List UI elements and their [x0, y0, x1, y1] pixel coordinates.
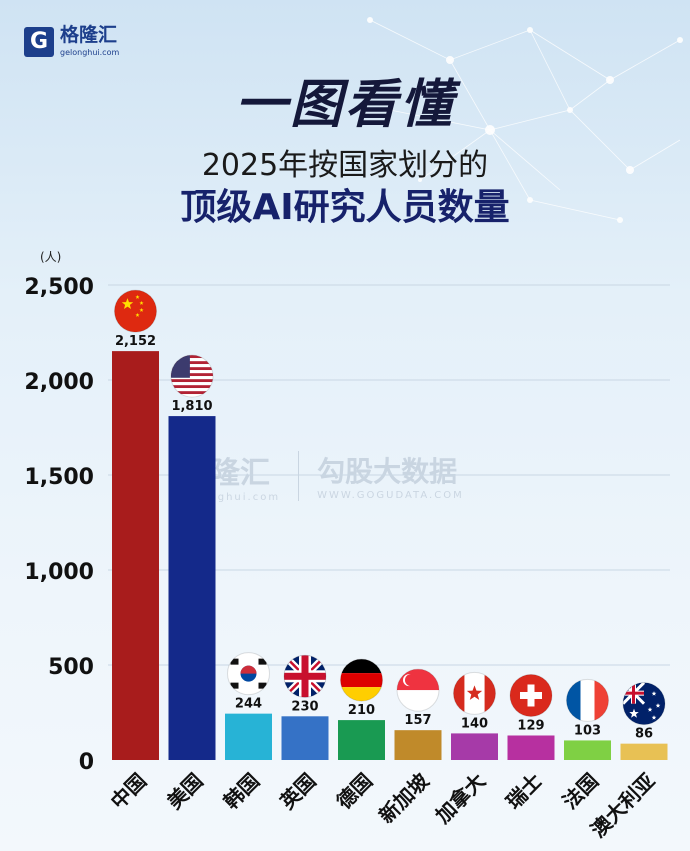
- usa-flag-icon: [170, 354, 214, 398]
- value-label: 157: [404, 713, 431, 728]
- y-tick-label: 0: [79, 750, 94, 775]
- watermark-right-url: WWW.GOGUDATA.COM: [317, 490, 464, 501]
- singapore-flag-icon: [396, 668, 440, 712]
- value-label: 86: [635, 727, 653, 742]
- value-label: 210: [348, 703, 375, 718]
- brand-mark-icon: G: [24, 26, 54, 57]
- value-label: 1,810: [171, 399, 212, 414]
- bar: [225, 713, 272, 760]
- y-tick-label: 2,000: [24, 370, 94, 395]
- bar: [168, 416, 216, 760]
- watermark-right: 勾股大数据: [317, 455, 458, 488]
- y-tick-label: 1,500: [24, 465, 94, 490]
- uk-flag-icon: [283, 654, 327, 698]
- category-label: 韩国: [219, 769, 264, 814]
- bar: [620, 743, 668, 760]
- canada-flag-icon: [453, 671, 496, 715]
- switzerland-flag-icon: [509, 673, 553, 717]
- watermark: 格隆汇 gelonghui.com 勾股大数据 WWW.GOGUDATA.COM: [180, 448, 464, 503]
- y-unit-label: (人): [40, 250, 62, 264]
- category-label: 新加坡: [374, 768, 434, 828]
- korea-flag-icon: [227, 652, 270, 696]
- page-title: 一图看懂: [234, 75, 455, 135]
- subtitle-line2: 顶级AI研究人员数量: [180, 187, 510, 228]
- category-label: 英国: [275, 769, 320, 814]
- france-flag-icon: [566, 678, 609, 722]
- network-background: [367, 17, 683, 223]
- category-label: 法国: [558, 769, 603, 814]
- value-label: 244: [235, 697, 262, 712]
- value-label: 230: [291, 699, 318, 714]
- watermark-left-url: gelonghui.com: [180, 492, 281, 503]
- china-flag-icon: [114, 289, 157, 333]
- y-tick-label: 2,500: [24, 275, 94, 300]
- brand-url: gelonghui.com: [60, 48, 120, 57]
- bar: [281, 716, 329, 760]
- category-label: 瑞士: [501, 769, 546, 814]
- category-label: 中国: [106, 769, 151, 814]
- brand-name: 格隆汇: [60, 24, 118, 46]
- value-label: 140: [461, 716, 488, 731]
- category-label: 美国: [162, 769, 207, 814]
- category-label: 德国: [332, 769, 377, 814]
- y-tick-label: 1,000: [24, 560, 94, 585]
- value-label: 129: [517, 718, 544, 733]
- subtitle-line1: 2025年按国家划分的: [201, 148, 489, 183]
- bar: [451, 733, 498, 760]
- category-label: 加拿大: [430, 769, 490, 829]
- bar: [112, 351, 159, 760]
- germany-flag-icon: [340, 658, 383, 702]
- value-label: 2,152: [115, 334, 156, 349]
- australia-flag-icon: [622, 682, 666, 726]
- bar: [507, 735, 555, 760]
- y-tick-label: 500: [48, 655, 94, 680]
- bar: [564, 740, 611, 760]
- value-label: 103: [574, 723, 601, 738]
- brand-logo: G 格隆汇 gelonghui.com: [24, 26, 119, 57]
- bar: [338, 720, 385, 760]
- bar: [394, 730, 442, 760]
